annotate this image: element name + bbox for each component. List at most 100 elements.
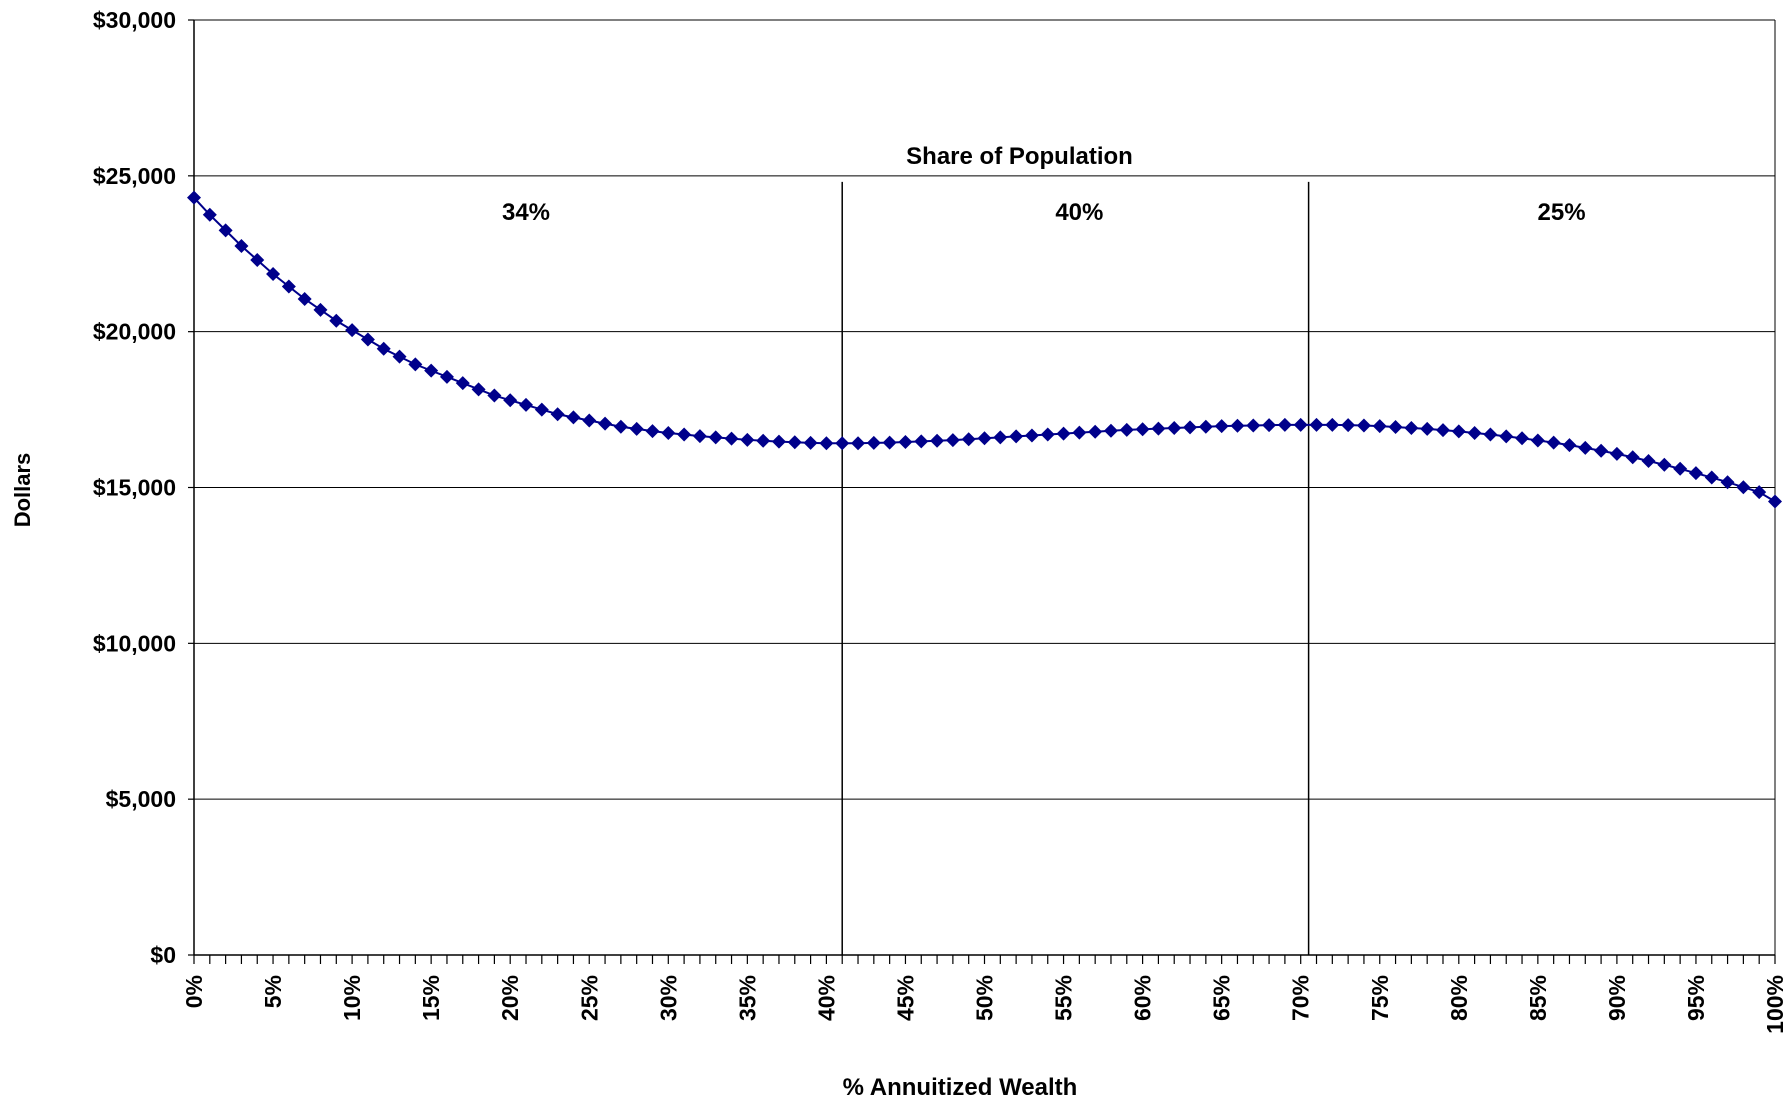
data-point	[329, 313, 344, 328]
data-point	[993, 430, 1008, 445]
data-point	[819, 436, 834, 451]
data-point	[471, 382, 486, 397]
data-point	[218, 223, 233, 238]
data-point	[677, 427, 692, 442]
x-tick-label: 65%	[1209, 975, 1235, 1021]
data-point	[297, 291, 312, 306]
x-tick-label: 90%	[1604, 975, 1630, 1021]
data-point	[1404, 420, 1419, 435]
data-point	[1088, 424, 1103, 439]
x-tick-label: 45%	[892, 975, 918, 1021]
data-point	[1325, 417, 1340, 432]
x-tick-labels: 0% 5% 10% 15% 20% 25% 30% 35% 40% 45% 50% 55% 60% 65%…	[181, 975, 1788, 1034]
data-point	[1768, 494, 1782, 509]
data-point	[1625, 450, 1640, 465]
data-point	[202, 207, 217, 222]
data-point	[866, 435, 881, 450]
x-tick-label: 25%	[576, 975, 602, 1021]
x-tick-label: 75%	[1367, 975, 1393, 1021]
data-point	[1293, 417, 1308, 432]
data-point	[1420, 421, 1435, 436]
data-point	[1198, 419, 1213, 434]
data-point	[756, 433, 771, 448]
data-point	[234, 238, 249, 253]
data-point	[439, 369, 454, 384]
data-point	[724, 431, 739, 446]
data-point	[661, 425, 676, 440]
data-point	[898, 434, 913, 449]
data-point	[1167, 420, 1182, 435]
data-point	[1435, 423, 1450, 438]
data-point	[487, 388, 502, 403]
x-tick-label: 55%	[1051, 975, 1077, 1021]
data-point	[1246, 418, 1261, 433]
annotations: Share of Population 34% 40% 25%	[502, 143, 1586, 226]
data-point	[1673, 461, 1688, 476]
x-tick-label: 50%	[972, 975, 998, 1021]
data-point	[250, 252, 265, 267]
y-tick-label: $15,000	[93, 475, 176, 501]
data-point	[787, 435, 802, 450]
segment-label: 34%	[502, 199, 550, 226]
data-point	[582, 413, 597, 428]
data-point	[740, 432, 755, 447]
x-tick-label: 5%	[260, 975, 286, 1008]
data-point	[1230, 418, 1245, 433]
series	[187, 190, 1782, 509]
data-point	[1499, 429, 1514, 444]
data-point	[1609, 446, 1624, 461]
x-tick-label: 60%	[1130, 975, 1156, 1021]
data-point	[835, 436, 850, 451]
data-point	[1657, 457, 1672, 472]
y-tick-label: $10,000	[93, 630, 176, 656]
data-point	[692, 429, 707, 444]
data-point	[1515, 431, 1530, 446]
data-point	[945, 433, 960, 448]
data-point	[1009, 429, 1024, 444]
data-point	[550, 407, 565, 422]
data-point	[1562, 438, 1577, 453]
y-axis-title: Dollars	[10, 453, 35, 528]
data-point	[345, 323, 360, 338]
data-point	[977, 431, 992, 446]
y-tick-label: $5,000	[106, 786, 176, 812]
data-point	[708, 430, 723, 445]
data-point	[629, 421, 644, 436]
y-tick-label: $25,000	[93, 163, 176, 189]
data-point	[1736, 480, 1751, 495]
data-point	[1277, 417, 1292, 432]
data-point	[1341, 418, 1356, 433]
data-point	[1752, 485, 1767, 500]
data-point	[1467, 425, 1482, 440]
data-point	[1688, 466, 1703, 481]
data-point	[930, 433, 945, 448]
data-point	[408, 357, 423, 372]
data-point	[281, 279, 296, 294]
data-point	[266, 267, 281, 282]
x-tick-label: 30%	[655, 975, 681, 1021]
data-point	[1704, 470, 1719, 485]
data-point	[187, 190, 201, 205]
data-point	[598, 416, 613, 431]
y-tick-labels: $0 $5,000 $10,000 $15,000 $20,000 $25,000 $30,…	[93, 7, 176, 968]
series-line	[193, 196, 1776, 503]
x-tick-label: 40%	[813, 975, 839, 1021]
x-tick-label: 0%	[181, 975, 207, 1008]
data-point	[1641, 454, 1656, 469]
data-point	[1578, 440, 1593, 455]
data-point	[1356, 418, 1371, 433]
y-tick-label: $0	[150, 942, 176, 968]
segment-label: 25%	[1538, 199, 1586, 226]
data-point	[360, 332, 375, 347]
data-point	[1056, 426, 1071, 441]
data-point	[1388, 420, 1403, 435]
x-tick-label: 95%	[1683, 975, 1709, 1021]
data-point	[1530, 433, 1545, 448]
data-point	[1262, 418, 1277, 433]
data-point	[1183, 420, 1198, 435]
data-point	[645, 424, 660, 439]
data-point	[961, 432, 976, 447]
data-point	[1309, 417, 1324, 432]
data-point	[455, 376, 470, 391]
